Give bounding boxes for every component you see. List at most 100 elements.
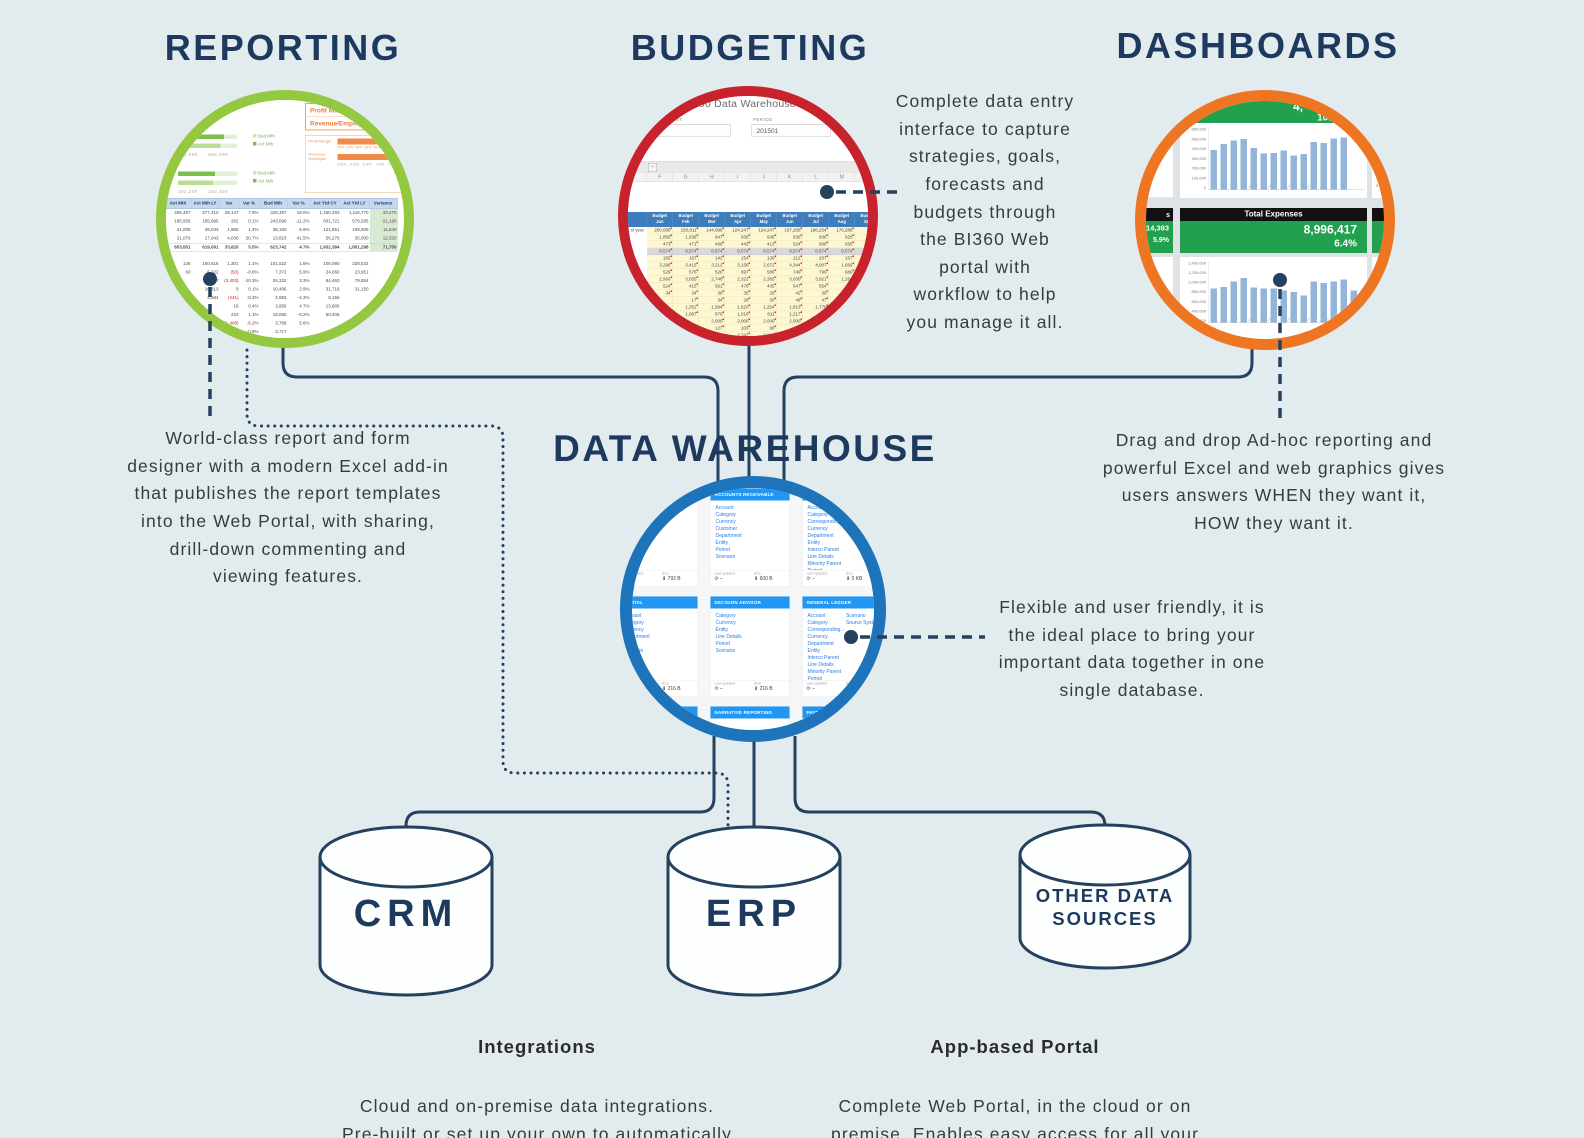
- row-label: [628, 325, 647, 332]
- chart-bar: [1340, 279, 1347, 323]
- table-cell: 1,116,770: [348, 210, 369, 215]
- budget-cell: 28: [725, 297, 751, 304]
- budget-prefix: Budget: [704, 213, 720, 218]
- budget-column-header: Budget Jun: [777, 212, 803, 227]
- table-cell: 26,332: [272, 278, 287, 283]
- module-field-list: Account Category Corresponding... Currency D…: [803, 501, 875, 575]
- budget-cell: [777, 332, 803, 336]
- module-field: Scenario: [623, 648, 644, 654]
- orange-chart-row: Revenue/ Employee 5,500 6,000 6,500 7,00…: [309, 152, 404, 166]
- table-cell: [370, 294, 398, 303]
- chart-bar: [1280, 150, 1287, 190]
- table-cell: 1,932,384: [311, 243, 341, 252]
- dashboards-circle: 4, 10. 600,000 500,000 400,000 300,000 200,0…: [1135, 90, 1395, 350]
- module-field: Category: [807, 620, 828, 626]
- chart-bar: [1220, 287, 1227, 323]
- budget-cell: 8,574: [803, 248, 829, 255]
- legend-item: Bud Mth: [253, 169, 275, 177]
- axis-label: 1,200,000: [1188, 270, 1206, 276]
- chart-bar: [1270, 288, 1277, 323]
- table-cell: [220, 328, 240, 337]
- corner-cell: [628, 172, 647, 182]
- partial-chart-panel: 80,000 60,000 40,000 20,000 0: [1372, 123, 1384, 198]
- module-field-list: Account Category Currency Customer Departmen…: [711, 501, 790, 561]
- total-expenses-title: Total Expenses: [1180, 208, 1367, 221]
- budget-cell: 29: [751, 290, 777, 297]
- tick-mark: [1267, 317, 1271, 322]
- bottom-bar-chart-panel: 1,400,000 1,200,000 1,000,000 800,000 600,00…: [1180, 257, 1367, 331]
- table-cell: 4.7%: [288, 243, 311, 252]
- module-card-title: ACCOUNTS RECEIVABLE: [710, 488, 790, 501]
- chart-bar: [1250, 148, 1257, 190]
- module-field: Scenario: [715, 554, 736, 560]
- tick-mark: [1267, 184, 1271, 189]
- collapse-icon: –: [648, 163, 657, 172]
- legend-label: Act Mth: [258, 178, 274, 184]
- axis-label: 500,000: [1191, 136, 1206, 142]
- partial-bars: [1146, 257, 1173, 331]
- bar-fill: [178, 180, 213, 185]
- budget-cell: [647, 304, 673, 311]
- module-field-list: Account Category Corresponding... Currency D…: [803, 609, 875, 683]
- footer-updated-label: Last updated: [714, 572, 736, 576]
- table-cell: 7.5%: [248, 210, 259, 215]
- budget-prefix: Budget: [808, 213, 824, 218]
- budget-prefix: Budget: [678, 213, 694, 218]
- budget-row: 155 167 142 154 130 212 207 157: [628, 255, 868, 262]
- footer-size: Size ⬇ 216 B: [658, 681, 698, 697]
- budget-month: Jan: [656, 218, 664, 224]
- warehouse-description: Flexible and user friendly, it is the id…: [998, 597, 1266, 700]
- row-label: [628, 297, 647, 304]
- budget-row: st year 200,008 150,811 144,996 124,247 124,2…: [628, 227, 868, 234]
- footer-updated-label: Last updated: [714, 682, 736, 686]
- footer-size-value: ⬇ 600 B: [754, 576, 773, 582]
- column-header: Act Ytd CY: [311, 198, 341, 209]
- module-field: Source System: [845, 620, 880, 626]
- budget-column-header: Budget May: [751, 212, 777, 227]
- table-cell: 21,079: [176, 235, 191, 241]
- module-field: Account: [715, 505, 734, 511]
- footer-size: Size ⬇ 0 KB: [842, 571, 874, 587]
- table-row: 126 100,616 1,301 1.1% 101,522 1.6% 105,090 328…: [166, 260, 398, 269]
- budget-cell: [803, 325, 829, 332]
- footer-size-value: ⬇ 0 KB: [846, 576, 863, 582]
- budget-cell: 586: [751, 269, 777, 276]
- module-field: Category: [807, 512, 828, 518]
- tick-mark: [1313, 317, 1317, 322]
- chart-bar: [1310, 142, 1317, 190]
- budget-cell: 2,000: [777, 318, 803, 325]
- budget-cell: 697: [725, 269, 751, 276]
- green-bar-chart-2: Bud Mth Act Mth 202,200 202,300: [178, 169, 278, 194]
- budget-cell: 8,574: [673, 248, 699, 255]
- table-cell: 6.9%: [299, 227, 310, 232]
- table-cell: [311, 252, 341, 261]
- module-field: Line Details: [807, 662, 834, 668]
- module-field: Entity: [715, 627, 729, 633]
- budget-cell: 2,342: [725, 332, 751, 336]
- tick-mark: [1241, 317, 1245, 322]
- tick-mark: [1254, 184, 1258, 189]
- footer-updated: Last updated ⟳ –: [803, 681, 843, 697]
- budget-cell: 526: [699, 269, 725, 276]
- warehouse-module-card: NARRATIVE REPORTINGLast updatedSize: [710, 706, 790, 730]
- footer-updated: Last updated ⟳ –: [803, 571, 843, 587]
- tick-mark: [1306, 317, 1310, 322]
- column-letter: I: [725, 172, 751, 182]
- chart-bar: [1280, 290, 1287, 323]
- orange-bar-chart: Profit Margin 26% 27% 28% 29% 30% 31% 32…: [305, 135, 404, 193]
- module-card-title: [632, 706, 698, 719]
- footer-size-value: ⬇ 216 B: [754, 686, 773, 692]
- column-header: Var %: [240, 198, 260, 209]
- top-bar-chart: 600,000 500,000 400,000 300,000 200,000 100,0…: [1180, 123, 1367, 198]
- bar-track: [337, 153, 404, 160]
- chart-bar: [1270, 153, 1277, 190]
- table-cell: 8,156: [328, 295, 340, 300]
- bar-fill: [337, 153, 390, 160]
- budget-row: 2,342 2,187: [628, 332, 868, 336]
- axis-label: 200,000: [1191, 166, 1206, 171]
- other-data-sources-label: OTHER DATA SOURCES: [1035, 885, 1175, 930]
- table-cell: [341, 294, 370, 303]
- budget-cell: 167: [673, 255, 699, 262]
- orange-bar-row: Revenue/ Employee: [309, 152, 404, 162]
- tick-mark: [1261, 317, 1265, 322]
